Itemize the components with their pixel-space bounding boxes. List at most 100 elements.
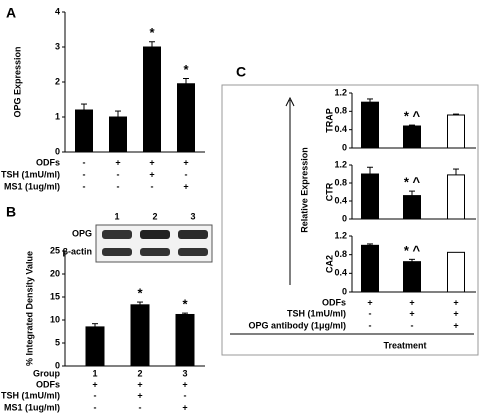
arrow-head <box>285 96 295 107</box>
condition-sign: - <box>94 390 97 400</box>
annotation: * <box>183 62 189 77</box>
condition-sign: - <box>369 308 372 318</box>
condition-sign: - <box>83 169 86 179</box>
condition-sign: + <box>182 379 187 389</box>
lane-label: 1 <box>114 211 119 221</box>
y-tick-label: 0 <box>342 286 347 296</box>
bar <box>403 125 421 149</box>
condition-sign: + <box>453 297 458 307</box>
condition-sign: - <box>411 320 414 330</box>
condition-sign: + <box>137 379 142 389</box>
condition-sign: - <box>369 320 372 330</box>
bar <box>361 101 379 149</box>
y-tick-label: 4 <box>55 6 60 16</box>
condition-label: TSH (1mU/ml) <box>1 390 60 400</box>
y-axis-label: Relative Expression <box>299 147 309 233</box>
y-tick-label: 0 <box>55 360 60 370</box>
bar <box>177 83 195 153</box>
condition-sign: - <box>94 402 97 412</box>
bar <box>109 116 127 153</box>
y-tick-label: 0.4 <box>334 195 347 205</box>
panel-label: A <box>6 5 16 21</box>
condition-sign: + <box>149 157 154 167</box>
condition-label: TSH (1mU/ml) <box>1 169 60 179</box>
annotation: * ^ <box>404 243 421 258</box>
x-axis-label: Treatment <box>383 340 426 350</box>
y-tick-label: 25 <box>50 245 60 255</box>
y-axis-label: OPG Expression <box>12 46 22 117</box>
band-label: OPG <box>72 228 92 238</box>
bar <box>403 195 421 220</box>
bar <box>85 326 105 367</box>
condition-sign: - <box>83 181 86 191</box>
y-tick-label: 0.4 <box>334 268 347 278</box>
condition-sign: + <box>409 308 414 318</box>
y-tick-label: 0 <box>342 142 347 152</box>
condition-label: ODFs <box>36 157 60 167</box>
panel-label: C <box>236 64 246 80</box>
y-tick-label: 0.8 <box>334 106 347 116</box>
condition-sign: 2 <box>137 368 142 378</box>
y-axis-label: CA2 <box>324 255 334 273</box>
bar <box>75 109 93 153</box>
condition-label: ODFs <box>322 297 346 307</box>
panel-c-frame <box>221 84 479 356</box>
condition-sign: + <box>453 308 458 318</box>
panel-label: B <box>6 204 16 220</box>
lane-label: 2 <box>152 211 157 221</box>
y-tick-label: 0.8 <box>334 177 347 187</box>
blot-band <box>102 230 132 239</box>
y-tick-label: 3 <box>55 41 60 51</box>
y-tick-label: 0 <box>342 213 347 223</box>
y-tick-label: 1.2 <box>334 87 347 97</box>
bar <box>130 304 150 367</box>
condition-label: Group <box>33 368 60 378</box>
condition-sign: - <box>139 402 142 412</box>
y-tick-label: 10 <box>50 314 60 324</box>
condition-sign: + <box>183 181 188 191</box>
annotation: * <box>149 25 155 40</box>
blot-band <box>140 230 170 239</box>
y-tick-label: 1.2 <box>334 230 347 240</box>
condition-label: OPG antibody (1μg/ml) <box>248 320 346 330</box>
y-tick-label: 0.8 <box>334 249 347 259</box>
condition-sign: + <box>453 320 458 330</box>
bar <box>361 173 379 220</box>
y-tick-label: 20 <box>50 268 60 278</box>
condition-label: MS1 (1ug/ml) <box>4 181 60 191</box>
y-tick-label: 0.4 <box>334 124 347 134</box>
condition-sign: + <box>115 157 120 167</box>
blot-band <box>102 248 132 256</box>
y-tick-label: 5 <box>55 337 60 347</box>
bar <box>447 251 465 293</box>
y-axis-label: CTR <box>324 182 334 201</box>
annotation: * <box>182 297 188 312</box>
annotation: * ^ <box>404 175 421 190</box>
condition-sign: + <box>149 169 154 179</box>
y-tick-label: 15 <box>50 291 60 301</box>
y-axis-label: % Integrated Density Value <box>24 251 34 366</box>
bar <box>143 46 161 153</box>
y-tick-label: 0 <box>55 146 60 156</box>
condition-label: TSH (1mU/ml) <box>287 308 346 318</box>
condition-sign: + <box>183 157 188 167</box>
lane-label: 3 <box>190 211 195 221</box>
condition-sign: - <box>117 169 120 179</box>
condition-sign: + <box>409 297 414 307</box>
bar <box>447 114 465 149</box>
blot-band <box>140 248 170 256</box>
condition-sign: - <box>151 181 154 191</box>
condition-sign: 3 <box>182 368 187 378</box>
condition-label: ODFs <box>36 379 60 389</box>
condition-sign: + <box>92 379 97 389</box>
y-tick-label: 1 <box>55 111 60 121</box>
condition-sign: - <box>83 157 86 167</box>
bar <box>361 244 379 293</box>
bar <box>403 261 421 293</box>
condition-sign: + <box>137 390 142 400</box>
blot-band <box>178 230 208 239</box>
condition-sign: - <box>117 181 120 191</box>
condition-sign: + <box>367 297 372 307</box>
blot-band <box>178 248 208 256</box>
